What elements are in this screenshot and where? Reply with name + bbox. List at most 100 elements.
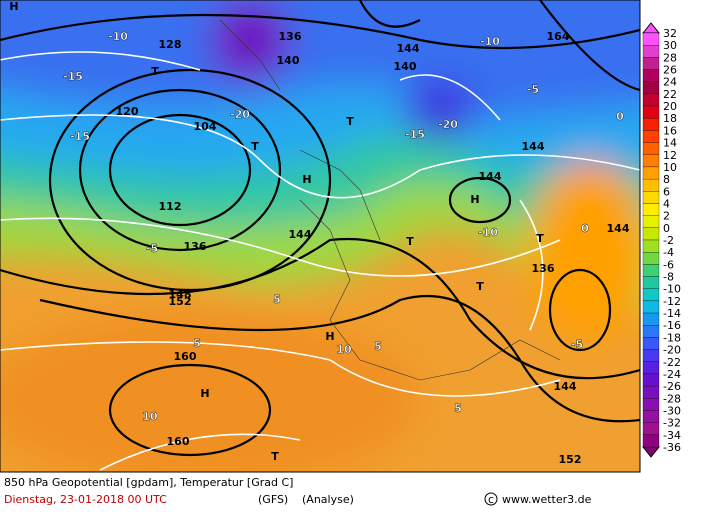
colorbar-label: -32 xyxy=(663,417,681,430)
colorbar-swatch xyxy=(642,373,660,387)
colorbar-label: -36 xyxy=(663,441,681,454)
map-label: 10 xyxy=(336,343,352,356)
colorbar-swatch xyxy=(642,337,660,350)
colorbar-label: -24 xyxy=(663,368,681,381)
map-label: 152 xyxy=(559,453,582,466)
colorbar-label: 8 xyxy=(663,173,670,186)
map-label: 144 xyxy=(607,222,630,235)
map-label: 160 xyxy=(174,350,197,363)
colorbar-swatch xyxy=(642,57,660,70)
map-label: 0 xyxy=(616,110,624,123)
colorbar-swatch xyxy=(642,385,660,399)
colorbar-swatch xyxy=(642,361,660,375)
map-label: 112 xyxy=(159,200,182,213)
colorbar-label: 10 xyxy=(663,161,677,174)
map-label: 144 xyxy=(522,140,545,153)
map-label: T xyxy=(251,140,259,153)
colorbar-label: -22 xyxy=(663,356,681,369)
colorbar-label: -26 xyxy=(663,380,681,393)
colorbar-swatch xyxy=(642,178,660,192)
map-label: 5 xyxy=(273,293,281,306)
map-label: 140 xyxy=(277,54,300,67)
map-label: -20 xyxy=(438,118,458,131)
colorbar-swatch xyxy=(642,154,660,168)
map-label: -10 xyxy=(108,30,128,43)
colorbar-label: 26 xyxy=(663,64,677,77)
colorbar-label: -34 xyxy=(663,429,681,442)
colorbar-swatch xyxy=(642,398,660,411)
map-label: -5 xyxy=(146,242,158,255)
colorbar-label: 18 xyxy=(663,112,677,125)
map-label: 148 xyxy=(169,288,192,301)
map-label: 5 xyxy=(193,337,201,350)
map-label: 136 xyxy=(184,240,207,253)
map-label: T xyxy=(476,280,484,293)
colorbar-swatch xyxy=(642,118,660,131)
colorbar-label: 4 xyxy=(663,197,670,210)
map-label: 160 xyxy=(167,435,190,448)
colorbar-label: 28 xyxy=(663,51,677,64)
colorbar-swatch xyxy=(642,300,660,314)
map-label: -5 xyxy=(527,83,539,96)
copyright-c: c xyxy=(488,493,494,506)
colorbar-label: -14 xyxy=(663,307,681,320)
colorbar-label: 22 xyxy=(663,88,677,101)
map-label: 164 xyxy=(547,30,570,43)
map-label: H xyxy=(325,330,334,343)
colorbar-label: 14 xyxy=(663,137,677,150)
map-label: -15 xyxy=(70,130,90,143)
map-label: 104 xyxy=(194,120,217,133)
colorbar-swatch xyxy=(642,312,660,326)
map-label: 5 xyxy=(374,340,382,353)
map-label: -20 xyxy=(230,108,250,121)
map-frame xyxy=(0,0,641,473)
colorbar-swatch xyxy=(642,130,660,143)
map-label: H xyxy=(302,173,311,186)
map-label: 136 xyxy=(279,30,302,43)
map-label: H xyxy=(200,387,209,400)
temperature-field xyxy=(0,0,640,472)
colorbar-swatch xyxy=(642,422,660,435)
map-date: Dienstag, 23-01-2018 00 UTC xyxy=(4,493,167,506)
colorbar-swatch xyxy=(642,45,660,58)
map-label: H xyxy=(470,193,479,206)
colorbar-label: -6 xyxy=(663,258,674,271)
colorbar-swatch xyxy=(642,203,660,216)
colorbar-label: 24 xyxy=(663,76,677,89)
colorbar-label: -16 xyxy=(663,319,681,332)
map-label: 5 xyxy=(454,402,462,415)
colorbar-swatch xyxy=(642,264,660,277)
model: (GFS) xyxy=(258,493,288,506)
colorbar-label: 6 xyxy=(663,185,670,198)
colorbar-swatch xyxy=(642,142,660,155)
map-label: 0 xyxy=(581,222,589,235)
map-label: H xyxy=(9,0,18,13)
map-label: T xyxy=(271,450,279,463)
map-label: 136 xyxy=(532,262,555,275)
colorbar-swatch xyxy=(642,288,660,302)
colorbar-label: 20 xyxy=(663,100,677,113)
map-label: 144 xyxy=(479,170,502,183)
colorbar-label: -12 xyxy=(663,295,681,308)
map-label: 144 xyxy=(289,228,312,241)
colorbar-arrow-bottom xyxy=(641,446,661,458)
colorbar-swatch xyxy=(642,93,660,107)
colorbar-swatch xyxy=(642,166,660,180)
colorbar-label: 12 xyxy=(663,149,677,162)
colorbar-arrow-top xyxy=(641,22,661,34)
run-type: (Analyse) xyxy=(302,493,354,506)
map-title: 850 hPa Geopotential [gpdam], Temperatur… xyxy=(4,476,293,489)
map-label: 120 xyxy=(116,105,139,118)
map-label: 144 xyxy=(554,380,577,393)
map-label: T xyxy=(536,232,544,245)
map-label: -5 xyxy=(571,338,583,351)
colorbar-swatch xyxy=(642,325,660,338)
colorbar-swatch xyxy=(642,276,660,289)
map-label: 144 xyxy=(397,42,420,55)
colorbar-label: 16 xyxy=(663,124,677,137)
colorbar-swatch xyxy=(642,81,660,95)
map-label: 10 xyxy=(142,410,158,423)
colorbar-label: 32 xyxy=(663,27,677,40)
colorbar-swatch xyxy=(642,215,660,228)
